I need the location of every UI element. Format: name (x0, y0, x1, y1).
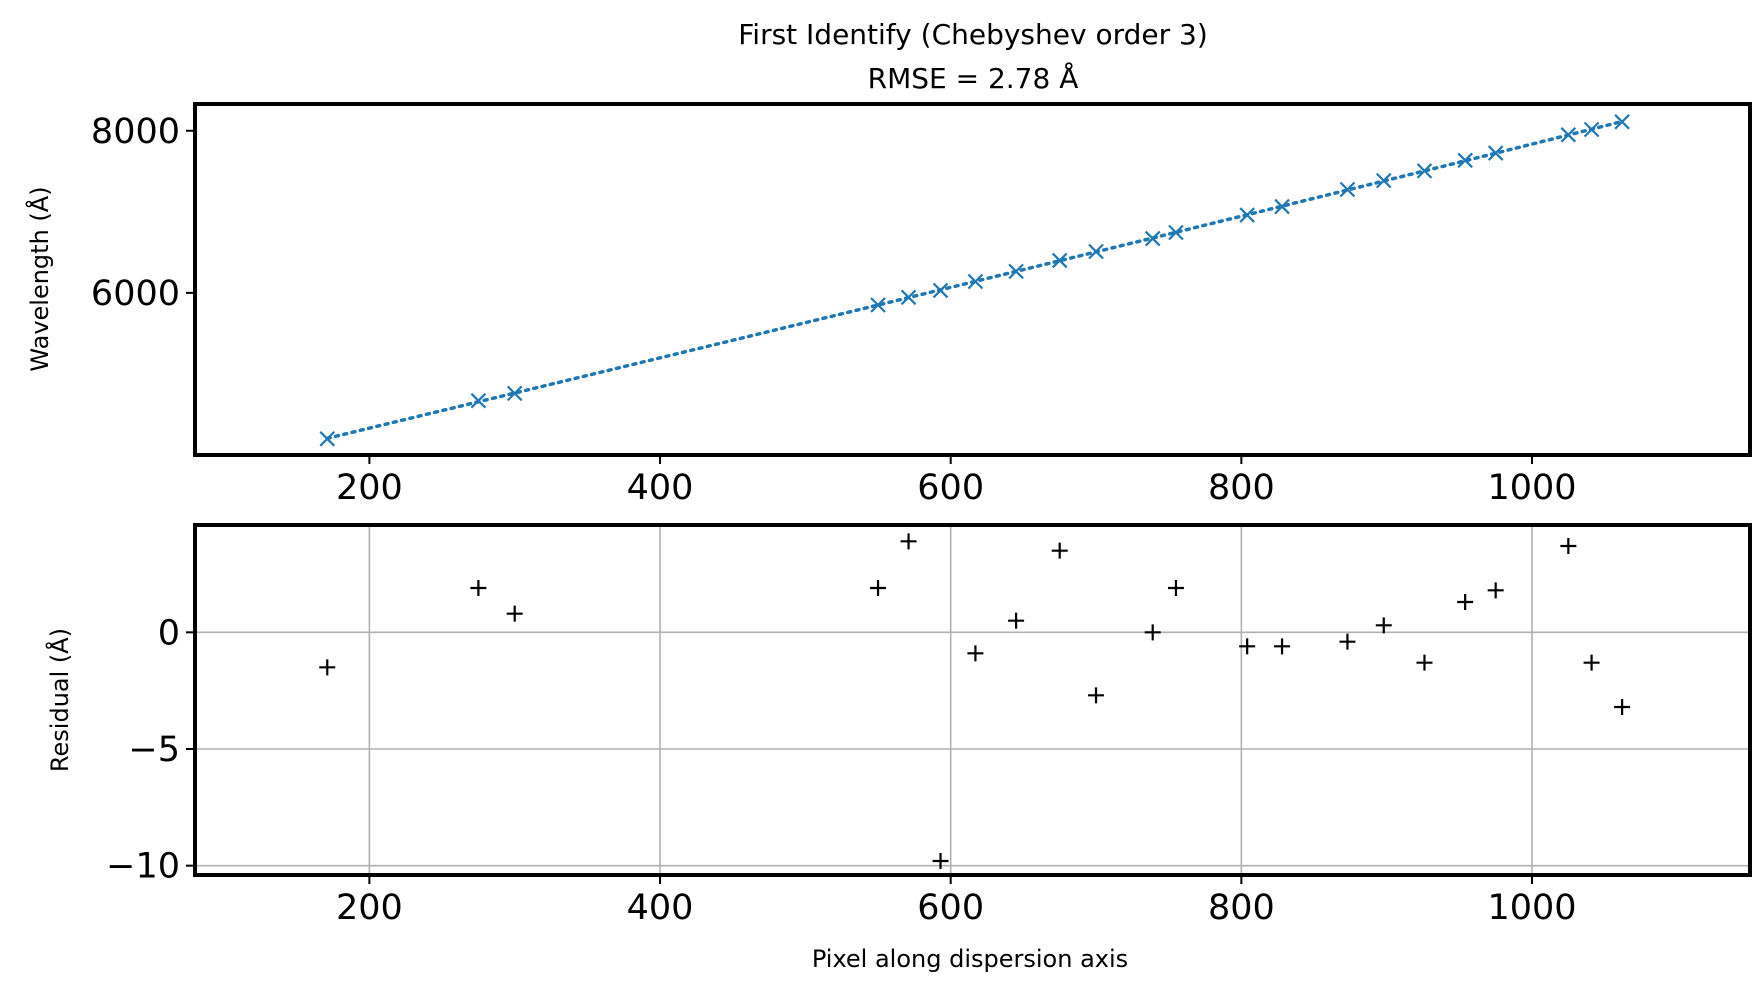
x-tick-label: 400 (627, 888, 694, 928)
residual-point (1614, 699, 1631, 715)
x-tick-label: 1000 (1487, 888, 1576, 928)
wavelength-point (1416, 163, 1433, 179)
wavelength-point (1168, 224, 1184, 241)
residual-markers (319, 533, 1631, 869)
x-axis-label: Pixel along dispersion axis (812, 945, 1128, 973)
wavelength-point (506, 385, 523, 402)
wavelength-point (1560, 127, 1577, 143)
wavelength-axis-label: Wavelength (Å) (25, 186, 54, 371)
y-tick-label: −5 (128, 730, 180, 770)
residual-axis-ticks: 200 400 600 800 1000 −10 −5 0 (106, 613, 1576, 928)
residual-point (319, 659, 336, 676)
wavelength-point (900, 289, 917, 306)
wavelength-point (1457, 152, 1473, 169)
x-tick-label: 1000 (1487, 468, 1576, 508)
wavelength-point (470, 392, 487, 409)
wavelength-point (1487, 145, 1504, 161)
residual-panel: 200 400 600 800 1000 −10 −5 0 Residual (Å) Pixe… (45, 523, 1752, 973)
x-tick-label: 800 (1208, 468, 1275, 508)
residual-point (1239, 638, 1256, 655)
x-tick-label: 600 (917, 468, 984, 508)
y-tick-label: 8000 (91, 112, 180, 152)
chart-title: First Identify (Chebyshev order 3) (738, 18, 1208, 51)
residual-point (1560, 538, 1577, 554)
residual-point (1167, 580, 1184, 596)
residual-point (932, 853, 949, 869)
y-tick-label: 6000 (91, 274, 180, 314)
x-tick-label: 400 (627, 468, 694, 508)
residual-point (1583, 654, 1600, 671)
wavelength-point (1239, 207, 1255, 223)
residual-point (967, 645, 984, 662)
residual-point (1375, 617, 1392, 634)
wavelength-point (1051, 252, 1068, 269)
x-tick-label: 200 (336, 888, 403, 928)
chart-subtitle: RMSE = 2.78 Å (868, 61, 1079, 95)
wavelength-markers (319, 114, 1630, 447)
residual-point (870, 580, 887, 596)
wavelength-point (1144, 230, 1161, 247)
residual-point (1051, 542, 1068, 559)
wavelength-panel: 200 400 600 800 1000 6000 8000 Wavelength (Å) (25, 102, 1752, 508)
residual-point (900, 533, 917, 550)
wavelength-point (1339, 181, 1356, 198)
wavelength-point (1614, 114, 1630, 130)
residual-axis-label: Residual (Å) (45, 628, 74, 772)
residual-point (1487, 582, 1504, 599)
x-tick-label: 200 (336, 468, 403, 508)
residual-point (506, 605, 523, 622)
wavelength-point (1274, 198, 1290, 215)
residual-point (470, 580, 487, 596)
wavelength-axis-ticks: 200 400 600 800 1000 6000 8000 (91, 112, 1577, 508)
y-tick-label: 0 (158, 613, 180, 653)
wavelength-point (319, 431, 336, 447)
x-tick-label: 800 (1208, 888, 1275, 928)
residual-gridlines (195, 525, 1750, 875)
residual-point (1416, 654, 1433, 671)
residual-point (1339, 633, 1356, 650)
wavelength-point (1376, 172, 1392, 189)
wavelength-point (1008, 263, 1024, 280)
wavelength-point (967, 273, 984, 290)
wavelength-point (932, 282, 949, 299)
x-tick-label: 600 (917, 888, 984, 928)
wavelength-plot-frame (193, 102, 1752, 457)
wavelength-point (870, 297, 886, 313)
residual-point (1008, 612, 1025, 629)
residual-plot-frame (193, 523, 1752, 877)
residual-point (1144, 624, 1161, 641)
y-tick-label: −10 (106, 847, 180, 887)
wavelength-point (1088, 243, 1104, 260)
residual-point (1457, 594, 1474, 610)
residual-point (1274, 638, 1291, 655)
residual-point (1088, 687, 1105, 704)
wavelength-point (1583, 121, 1600, 138)
